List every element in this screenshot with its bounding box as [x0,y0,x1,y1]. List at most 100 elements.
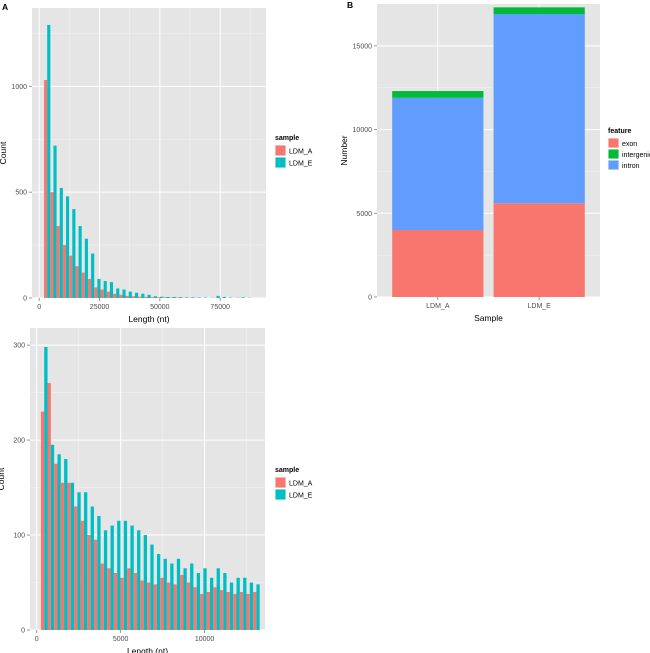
bar-ldm-a [81,272,85,298]
y-tick-label: 10000 [353,127,373,134]
plot-background [32,8,266,298]
bar-ldm-a [193,587,197,630]
bar-ldm-a [106,291,110,298]
bar-ldm-e [223,573,227,630]
bar-ldm-e [160,296,164,298]
bar-ldm-a [87,278,92,298]
bar-ldm-a [113,573,118,630]
bar-ldm-a [67,482,71,630]
bar-ldm-a [219,590,224,630]
y-tick-label: 100 [13,533,25,540]
bar-ldm-a [180,574,184,630]
bar-segment-exon [493,203,585,297]
bar-ldm-a [253,592,257,630]
y-axis-title: Count [0,467,6,490]
bar-ldm-e [216,568,220,630]
bar-ldm-e [216,295,220,298]
bar-ldm-a [54,463,58,630]
bar-ldm-a [160,577,164,630]
bar-ldm-a [138,296,142,298]
bar-ldm-a [153,584,157,630]
bar-ldm-e [196,573,201,630]
panel-c-histogram: 0 100 200 300 0 5000 10000 Length (nt) Count samp… [0,328,313,653]
bar-ldm-a [94,287,98,298]
bar-ldm-a [200,593,204,630]
bar-ldm-e [130,525,134,630]
bar-ldm-a [166,582,171,630]
y-tick-label: 300 [13,343,25,350]
bar-ldm-e [156,554,161,630]
bar-ldm-e [170,563,174,630]
bar-ldm-e [191,297,195,298]
bar-ldm-e [90,506,94,630]
y-tick-label: 1000 [11,84,27,91]
bar-ldm-a [113,293,117,298]
x-tick-label: 75000 [210,304,230,311]
x-axis-title: Length (nt) [128,314,169,324]
legend-label: LDM_A [289,149,313,156]
bar-ldm-a [120,577,124,630]
bar-ldm-e [190,563,194,630]
x-tick-label: 50000 [150,304,170,311]
bar-ldm-a [44,79,48,299]
bar-ldm-e [137,530,141,630]
bar-ldm-e [135,292,139,298]
bar-ldm-e [50,444,55,630]
x-tick-label: 25000 [90,304,110,311]
bar-ldm-e [222,296,226,298]
bar-ldm-a [140,580,144,630]
bar-ldm-a [80,520,85,630]
bar-ldm-e [78,226,82,298]
bar-ldm-e [64,459,68,630]
bar-ldm-a [40,411,45,630]
y-axis-title: Number [339,135,349,165]
legend-label: intron [622,163,640,170]
x-tick-label: 0 [37,304,41,311]
bar-ldm-e [128,291,132,298]
legend-label: LDM_E [289,493,313,500]
legend-title: feature [608,128,631,135]
y-tick-label: 0 [21,628,25,635]
legend-label: LDM_A [289,481,313,488]
legend-title: sample [275,135,299,142]
legend-key-ldm-e [275,157,286,168]
bar-ldm-e [70,482,75,630]
x-axis-title: Length (nt) [127,646,168,653]
y-tick-label: 500 [15,190,27,197]
bar-segment-intergenic [493,7,585,15]
bar-ldm-a [127,568,131,630]
bar-ldm-a [47,383,51,630]
bar-ldm-a [125,295,129,298]
bar-ldm-e [236,577,240,630]
bar-ldm-e [185,297,189,298]
bar-ldm-e [209,577,214,630]
bar-ldm-e [123,520,128,630]
bar-ldm-a [50,192,54,298]
bar-ldm-e [103,281,107,298]
panel-b-stacked-bar: 0 5000 10000 15000 LDM_A LDM_E Sample Number Bfe… [339,0,650,323]
bar-ldm-e [84,238,88,298]
bar-ldm-e [163,558,167,630]
bar-ldm-e [53,145,57,298]
bar-ldm-e [153,296,157,298]
bar-ldm-e [256,584,260,630]
x-axis-title: Sample [474,313,503,323]
bar-ldm-a [62,245,67,298]
bar-ldm-e [77,492,81,630]
bar-ldm-e [150,544,154,630]
y-axis-title: Count [0,141,8,164]
legend-key-exon [608,138,619,148]
bar-ldm-e [59,187,63,298]
bar-ldm-a [100,289,104,298]
bar-ldm-a [93,539,98,630]
x-tick-label: 10000 [195,636,215,643]
bar-ldm-e [172,296,176,298]
bar-ldm-a [246,593,250,630]
y-tick-label: 200 [13,438,25,445]
bar-ldm-e [117,520,121,630]
bar-ldm-a [107,568,111,630]
bar-ldm-a [87,535,91,630]
bar-ldm-e [143,535,147,630]
bar-ldm-e [97,278,101,298]
bar-ldm-a [213,587,217,630]
